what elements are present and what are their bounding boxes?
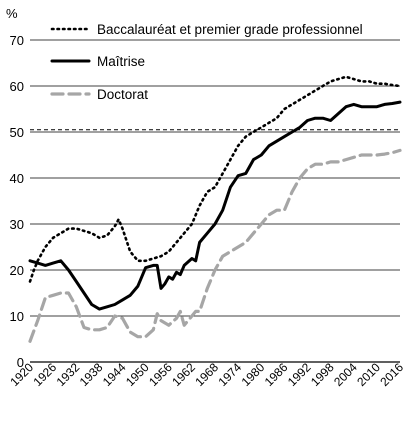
x-tick-label: 1962 (169, 360, 198, 389)
legend: Baccalauréat et premier grade profession… (50, 22, 363, 102)
series-doctorat (28, 148, 402, 343)
legend-label-baccalaureat-et-premier-grade-professionnel: Baccalauréat et premier grade profession… (97, 22, 363, 37)
y-tick-labels: 0 10 20 30 40 50 60 70 (10, 33, 24, 370)
y-tick-label: 0 (17, 355, 24, 370)
x-tick-label: 2010 (354, 360, 383, 389)
x-tick-label: 1986 (262, 360, 291, 389)
x-tick-label: 1980 (239, 360, 268, 389)
x-tick-label: 2004 (331, 360, 360, 389)
y-tick-label: 10 (10, 309, 24, 324)
x-tick-label: 1956 (146, 360, 175, 389)
x-tick-label: 1998 (308, 360, 337, 389)
x-tick-label: 1968 (192, 360, 221, 389)
y-axis-label: % (6, 6, 18, 21)
grid-lines (30, 39, 400, 317)
y-tick-label: 70 (10, 33, 24, 48)
y-tick-label: 30 (10, 217, 24, 232)
x-tick-label: 1926 (30, 360, 59, 389)
series-group (28, 75, 402, 343)
x-tick-labels: 1920192619321938194419501956196219681974… (7, 360, 406, 389)
y-tick-label: 60 (10, 79, 24, 94)
x-tick-label: 1950 (123, 360, 152, 389)
x-tick-label: 1920 (7, 360, 36, 389)
x-tick-label: 2016 (377, 360, 406, 389)
x-tick-label: 1992 (285, 360, 314, 389)
x-tick-label: 1944 (100, 360, 129, 389)
y-tick-label: 40 (10, 171, 24, 186)
x-tick-label: 1974 (215, 360, 244, 389)
series-baccalaureat-et-premier-grade-professionnel (28, 75, 402, 283)
x-tick-label: 1938 (77, 360, 106, 389)
series-maitrise (28, 100, 402, 311)
legend-label-doctorat: Doctorat (97, 87, 148, 102)
y-tick-label: 20 (10, 263, 24, 278)
y-tick-label: 50 (10, 125, 24, 140)
x-tick-label: 1932 (54, 360, 83, 389)
legend-label-maitrise: Maîtrise (97, 54, 145, 69)
